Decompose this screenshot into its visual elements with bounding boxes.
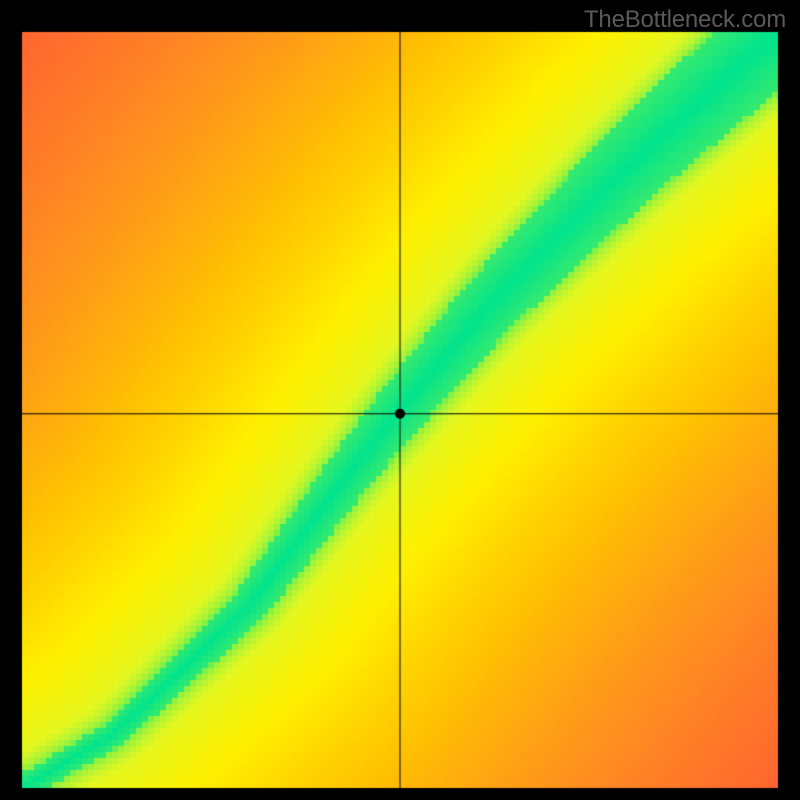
watermark-text: TheBottleneck.com — [584, 6, 786, 34]
chart-container: TheBottleneck.com — [0, 0, 800, 800]
heatmap-canvas — [0, 0, 800, 800]
